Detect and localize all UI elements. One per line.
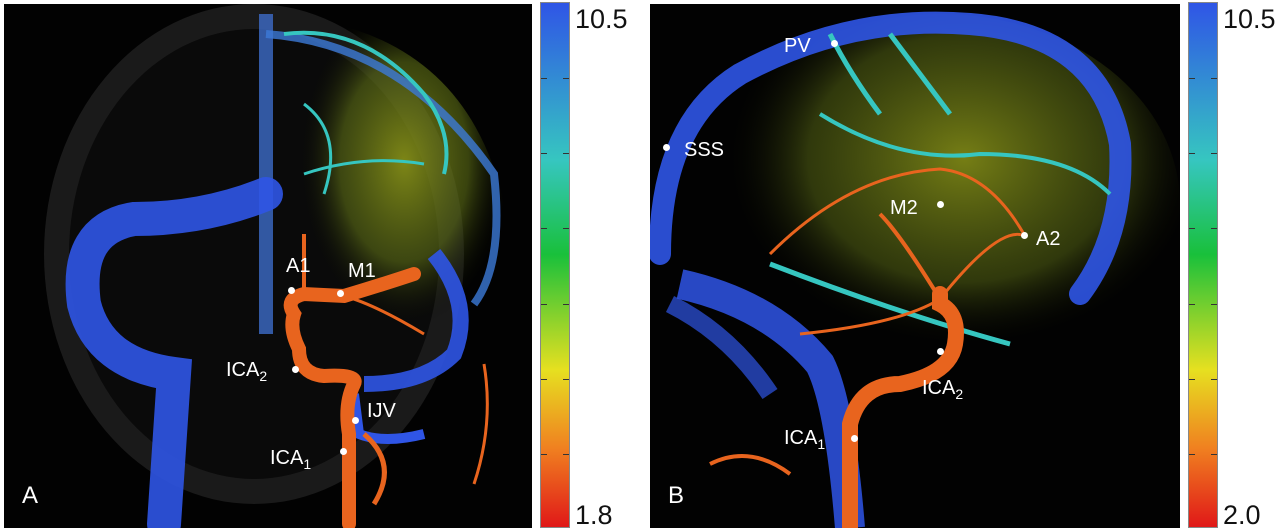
marker-ica1 bbox=[851, 435, 858, 442]
angiogram-lateral-view-image bbox=[650, 11, 1180, 528]
label-ijv: IJV bbox=[367, 400, 396, 422]
angiogram-panel-a: A1 M1 ICA2 IJV ICA1 A bbox=[4, 4, 532, 528]
colorbar-tick bbox=[1211, 78, 1217, 80]
colorbar-tick bbox=[563, 453, 569, 455]
colorbar-tick bbox=[1189, 303, 1195, 305]
colorbar-b-max: 10.5 bbox=[1223, 4, 1276, 34]
label-ica1: ICA1 bbox=[784, 427, 826, 452]
label-a1: A1 bbox=[286, 255, 311, 277]
marker-ica1 bbox=[340, 448, 347, 455]
colorbar-a bbox=[540, 2, 570, 528]
colorbar-b-min: 2.0 bbox=[1223, 500, 1261, 530]
colorbar-tick bbox=[563, 153, 569, 155]
colorbar-a-max: 10.5 bbox=[575, 4, 628, 34]
colorbar-tick bbox=[541, 228, 547, 230]
colorbar-tick bbox=[1189, 453, 1195, 455]
marker-pv bbox=[831, 40, 838, 47]
colorbar-tick bbox=[1211, 378, 1217, 380]
marker-a2 bbox=[1021, 232, 1028, 239]
colorbar-b bbox=[1188, 2, 1218, 528]
colorbar-tick bbox=[541, 453, 547, 455]
colorbar-tick bbox=[1189, 78, 1195, 80]
colorbar-tick bbox=[1211, 303, 1217, 305]
colorbar-tick bbox=[563, 303, 569, 305]
colorbar-tick bbox=[541, 303, 547, 305]
label-ica1: ICA1 bbox=[270, 447, 312, 472]
colorbar-tick bbox=[1189, 228, 1195, 230]
colorbar-tick bbox=[541, 78, 547, 80]
colorbar-tick bbox=[563, 378, 569, 380]
marker-ijv bbox=[352, 417, 359, 424]
colorbar-tick bbox=[563, 78, 569, 80]
label-sss: SSS bbox=[684, 139, 725, 161]
colorbar-tick bbox=[1189, 153, 1195, 155]
marker-m1 bbox=[337, 290, 344, 297]
colorbar-tick bbox=[541, 153, 547, 155]
marker-m2 bbox=[937, 201, 944, 208]
colorbar-tick bbox=[1189, 378, 1195, 380]
colorbar-tick bbox=[563, 228, 569, 230]
colorbar-tick bbox=[1211, 153, 1217, 155]
colorbar-tick bbox=[541, 378, 547, 380]
colorbar-a-min: 1.8 bbox=[575, 500, 613, 530]
label-pv: PV bbox=[784, 35, 811, 57]
marker-a1 bbox=[288, 287, 295, 294]
label-ica2: ICA2 bbox=[922, 377, 964, 402]
label-m1: M1 bbox=[348, 260, 376, 282]
marker-ica2 bbox=[292, 366, 299, 373]
label-a2: A2 bbox=[1036, 228, 1061, 250]
angiogram-panel-b: PV SSS M2 A2 ICA2 ICA1 B bbox=[650, 4, 1180, 528]
label-m2: M2 bbox=[890, 197, 918, 219]
colorbar-tick bbox=[1211, 228, 1217, 230]
panel-letter-a: A bbox=[22, 482, 39, 509]
marker-ica2 bbox=[937, 348, 944, 355]
label-ica2: ICA2 bbox=[226, 359, 268, 384]
angiogram-frontal-view-image bbox=[44, 4, 505, 528]
panel-letter-b: B bbox=[668, 482, 685, 509]
colorbar-tick bbox=[1211, 453, 1217, 455]
marker-sss bbox=[663, 144, 670, 151]
